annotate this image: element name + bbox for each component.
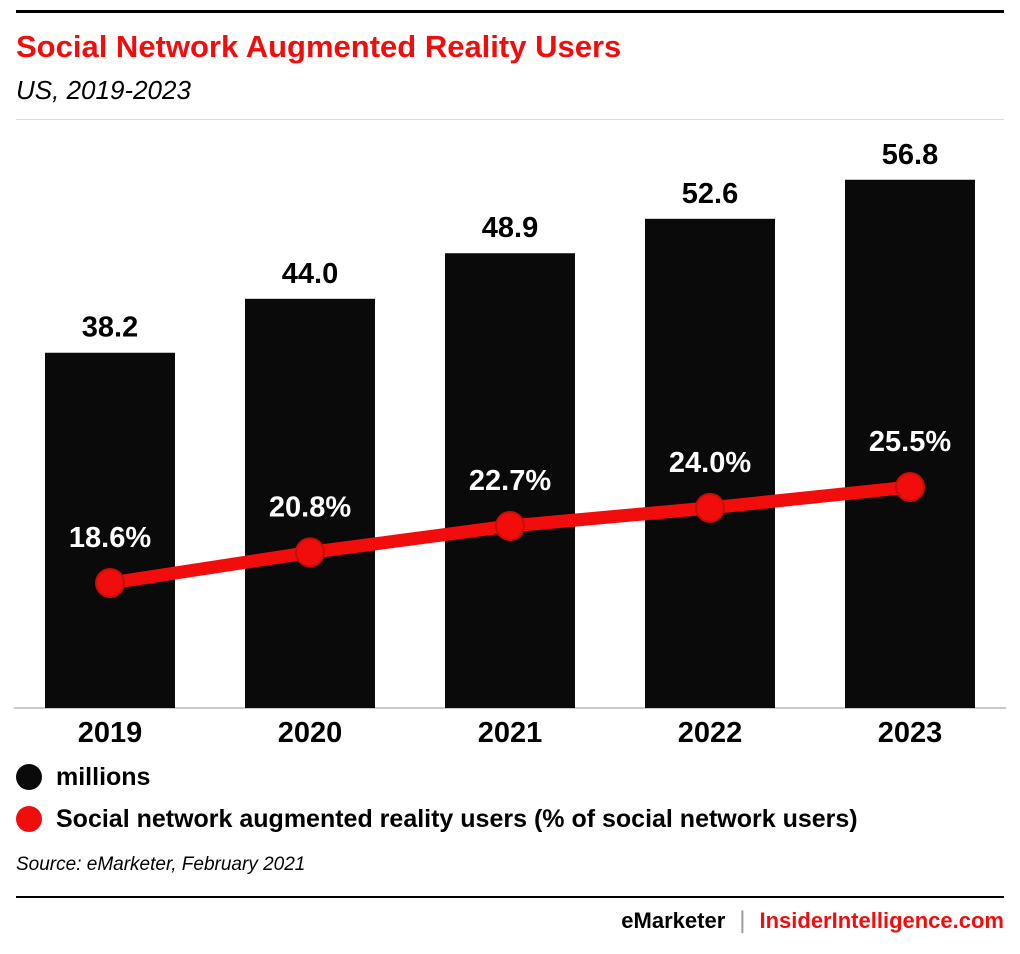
line-point-2020 xyxy=(295,537,325,568)
header-divider xyxy=(16,119,1004,120)
x-axis-label-2020: 2020 xyxy=(278,717,343,749)
bar-2021 xyxy=(445,253,575,708)
line-point-2019 xyxy=(95,568,125,599)
bar-value-label-2021: 48.9 xyxy=(482,212,538,244)
bar-2020 xyxy=(245,298,375,708)
bar-value-label-2020: 44.0 xyxy=(282,258,338,290)
footer-brand: eMarketer xyxy=(621,908,726,933)
chart-title: Social Network Augmented Reality Users xyxy=(16,29,622,64)
legend-dot-black-icon xyxy=(16,764,42,790)
legend-dot-red-icon xyxy=(16,806,42,832)
footer-site-link[interactable]: InsiderIntelligence.com xyxy=(759,908,1004,933)
source-note: Source: eMarketer, February 2021 xyxy=(16,854,306,875)
percent-label-2021: 22.7% xyxy=(469,465,551,497)
bar-value-label-2019: 38.2 xyxy=(82,312,138,344)
legend-label-millions: millions xyxy=(56,763,151,791)
chart-subtitle: US, 2019-2023 xyxy=(16,75,191,105)
x-axis-label-2023: 2023 xyxy=(878,717,943,749)
legend-label-percent: Social network augmented reality users (… xyxy=(56,805,858,833)
percent-label-2019: 18.6% xyxy=(69,522,151,554)
line-point-2023 xyxy=(895,472,925,503)
chart-header: Social Network Augmented Reality Users U… xyxy=(0,29,1020,105)
line-point-2021 xyxy=(495,510,525,541)
x-axis-label-2019: 2019 xyxy=(78,717,143,749)
line-point-2022 xyxy=(695,492,725,523)
bar-value-label-2022: 52.6 xyxy=(682,178,738,210)
bar-line-chart: 38.2 44.0 48.9 52.6 56.8 18.6% 20.8% 22.7% 24.0%… xyxy=(14,139,1006,749)
legend-item-millions: millions xyxy=(16,762,1004,792)
bar-value-label-2023: 56.8 xyxy=(882,139,938,171)
legend: millions Social network augmented realit… xyxy=(0,762,1020,876)
percent-label-2020: 20.8% xyxy=(269,491,351,523)
legend-item-percent: Social network augmented reality users (… xyxy=(16,804,1004,834)
x-axis-label-2021: 2021 xyxy=(478,717,543,749)
footer: eMarketer | InsiderIntelligence.com xyxy=(16,896,1004,944)
percent-label-2023: 25.5% xyxy=(869,426,951,458)
footer-separator: | xyxy=(739,907,746,934)
x-axis-label-2022: 2022 xyxy=(678,717,743,749)
bar-2019 xyxy=(45,352,175,708)
top-rule xyxy=(16,10,1004,13)
percent-label-2022: 24.0% xyxy=(669,447,751,479)
bar-2022 xyxy=(645,218,775,708)
bar-2023 xyxy=(845,179,975,708)
